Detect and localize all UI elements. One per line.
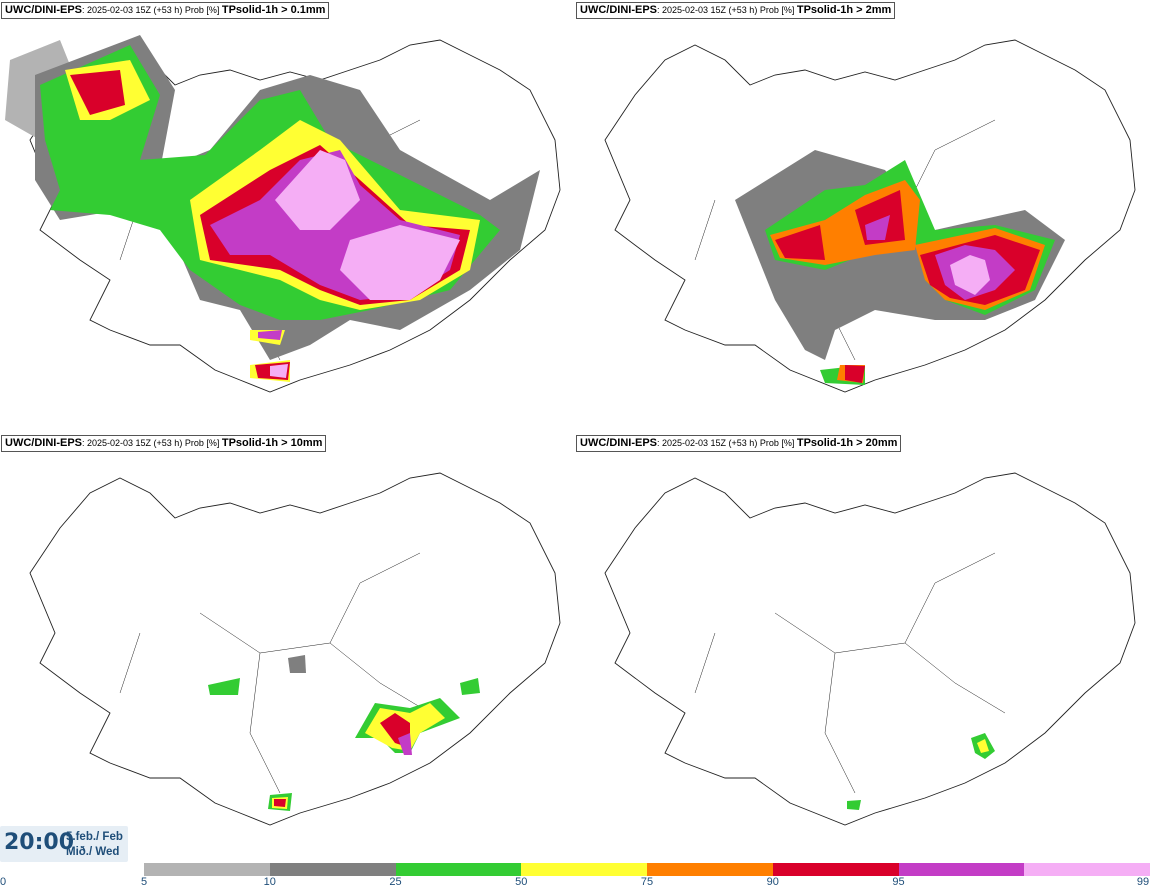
iceland-probability-map — [29, 472, 561, 826]
variable-threshold: TPsolid-1h > 0.1mm — [221, 4, 326, 16]
run-info: : 2025-02-03 15Z (+53 h) Prob [%] — [657, 438, 797, 448]
colorbar-tick-label: 95 — [892, 876, 905, 888]
colorbar-segment — [521, 863, 647, 876]
model-name: UWC/DINI-EPS — [580, 437, 657, 449]
model-name: UWC/DINI-EPS — [5, 4, 82, 16]
probability-colorbar — [144, 863, 1150, 876]
probability-shading — [735, 150, 1065, 385]
iceland-probability-map — [604, 472, 1136, 826]
iceland-probability-map — [604, 39, 1136, 393]
coastline — [604, 472, 1136, 826]
region-borders — [119, 552, 431, 794]
run-info: : 2025-02-03 15Z (+53 h) Prob [%] — [657, 5, 797, 15]
colorbar-tick-label: 50 — [515, 876, 528, 888]
panel-title: UWC/DINI-EPS: 2025-02-03 15Z (+53 h) Pro… — [576, 2, 896, 19]
coastline — [604, 39, 1136, 393]
panel-title: UWC/DINI-EPS: 2025-02-03 15Z (+53 h) Pro… — [1, 435, 327, 452]
region-borders — [694, 552, 1006, 794]
map-panel-10mm: UWC/DINI-EPS: 2025-02-03 15Z (+53 h) Pro… — [0, 433, 575, 863]
colorbar-segment — [1024, 863, 1150, 876]
colorbar-tick-label: 75 — [640, 876, 654, 888]
map-panel-0p1mm: UWC/DINI-EPS: 2025-02-03 15Z (+53 h) Pro… — [0, 0, 575, 430]
colorbar-tick-label: 5 — [140, 876, 148, 888]
run-info: : 2025-02-03 15Z (+53 h) Prob [%] — [82, 438, 222, 448]
variable-threshold: TPsolid-1h > 10mm — [221, 437, 323, 449]
colorbar-segment — [395, 863, 522, 876]
valid-time: 20:00 — [4, 830, 75, 855]
valid-date-line: 5.feb./ Feb — [66, 831, 123, 843]
colorbar-segment — [144, 863, 270, 876]
colorbar-tick-label: 10 — [263, 876, 276, 888]
model-name: UWC/DINI-EPS — [5, 437, 82, 449]
panel-title: UWC/DINI-EPS: 2025-02-03 15Z (+53 h) Pro… — [1, 2, 330, 19]
map-panel-20mm: UWC/DINI-EPS: 2025-02-03 15Z (+53 h) Pro… — [575, 433, 1150, 863]
variable-threshold: TPsolid-1h > 2mm — [796, 4, 892, 16]
colorbar-segment — [269, 863, 396, 876]
colorbar-tick-label: 99 — [1136, 876, 1150, 888]
valid-date: 5.feb./ Feb Mið./ Wed — [66, 830, 123, 860]
probability-shading — [847, 733, 995, 810]
run-info: : 2025-02-03 15Z (+53 h) Prob [%] — [82, 5, 222, 15]
variable-threshold: TPsolid-1h > 20mm — [796, 437, 898, 449]
colorbar-tick-label: 25 — [389, 876, 402, 888]
panel-title: UWC/DINI-EPS: 2025-02-03 15Z (+53 h) Pro… — [576, 435, 902, 452]
colorbar-ticks: 0 5 10 25 50 75 90 95 99 — [0, 876, 1150, 891]
probability-shading — [5, 35, 540, 382]
colorbar-segment — [772, 863, 899, 876]
colorbar-segment — [898, 863, 1025, 876]
map-panel-2mm: UWC/DINI-EPS: 2025-02-03 15Z (+53 h) Pro… — [575, 0, 1150, 430]
probability-shading — [208, 655, 480, 811]
valid-time-box: 20:00 5.feb./ Feb Mið./ Wed — [0, 826, 128, 862]
colorbar-tick-label: 90 — [766, 876, 779, 888]
model-name: UWC/DINI-EPS — [580, 4, 657, 16]
iceland-probability-map — [5, 35, 561, 393]
valid-day-line: Mið./ Wed — [66, 846, 120, 858]
coastline — [29, 39, 561, 393]
colorbar-segment — [647, 863, 773, 876]
colorbar-tick-label: 0 — [0, 876, 7, 888]
coastline — [29, 472, 561, 826]
